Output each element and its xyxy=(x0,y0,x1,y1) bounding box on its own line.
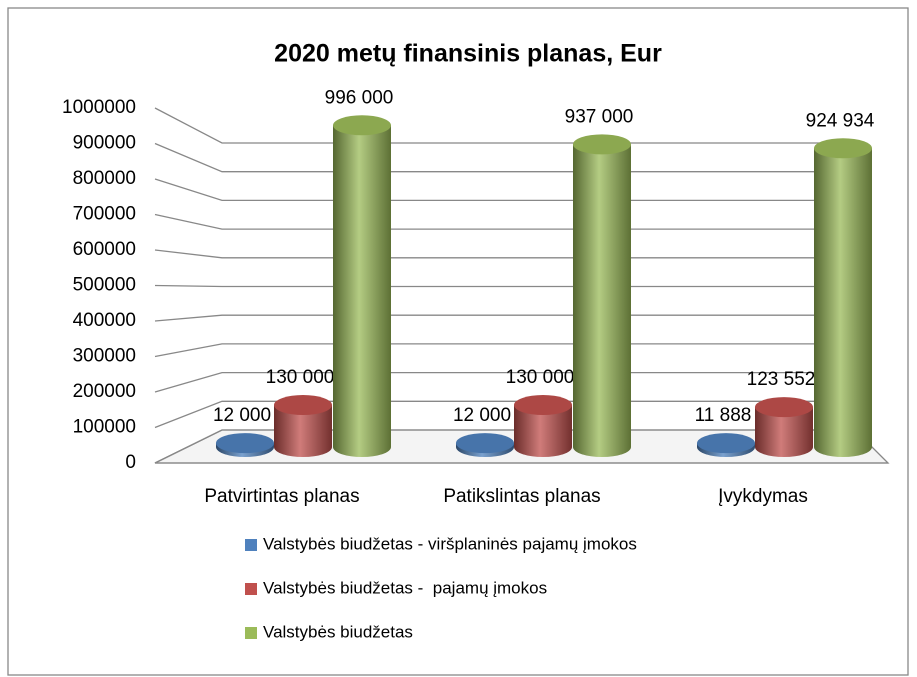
grid-line xyxy=(154,213,855,230)
chart-border xyxy=(7,7,909,676)
y-tick-label: 400000 xyxy=(73,310,136,331)
y-tick-label: 900000 xyxy=(73,133,136,154)
cylinder-top xyxy=(333,115,391,136)
cylinder xyxy=(333,125,391,458)
grid-line xyxy=(154,314,855,322)
data-label: 12 000 xyxy=(213,405,271,426)
data-label: 996 000 xyxy=(325,87,394,108)
legend-label: Valstybės biudžetas - viršplaninės pajam… xyxy=(263,534,637,553)
legend-swatch xyxy=(245,627,257,639)
y-tick-label: 700000 xyxy=(73,204,136,225)
legend-swatch xyxy=(245,583,257,595)
x-tick-label: Įvykdymas xyxy=(718,486,808,507)
cylinder-top xyxy=(456,433,514,454)
x-tick-label: Patikslintas planas xyxy=(443,486,600,507)
grid-line xyxy=(154,284,855,288)
y-tick-label: 500000 xyxy=(73,275,136,296)
grid-line xyxy=(154,400,855,429)
data-label: 123 552 xyxy=(747,369,816,390)
data-label: 12 000 xyxy=(453,405,511,426)
cylinder-top xyxy=(697,433,755,454)
y-tick-label: 100000 xyxy=(73,417,136,438)
data-label: 924 934 xyxy=(806,110,875,131)
cylinder xyxy=(814,148,872,457)
grid-line xyxy=(154,343,855,358)
y-tick-label: 800000 xyxy=(73,168,136,189)
cylinder xyxy=(514,405,572,457)
data-label: 130 000 xyxy=(266,367,335,388)
cylinder-top xyxy=(514,395,572,416)
grid-line xyxy=(154,142,855,173)
cylinder xyxy=(274,405,332,457)
cylinder-top xyxy=(216,433,274,454)
data-label: 937 000 xyxy=(565,106,634,127)
y-tick-label: 1000000 xyxy=(62,97,136,118)
data-label: 130 000 xyxy=(506,367,575,388)
y-tick-label: 600000 xyxy=(73,239,136,260)
y-tick-label: 0 xyxy=(125,452,136,473)
grid-line xyxy=(154,249,855,259)
cylinder xyxy=(573,144,631,457)
cylinder-top xyxy=(814,138,872,159)
cylinder-top xyxy=(573,134,631,155)
chart-title: 2020 metų finansinis planas, Eur xyxy=(274,40,662,68)
cylinder xyxy=(755,407,813,457)
data-label: 11 888 xyxy=(695,405,752,426)
grid-line xyxy=(154,429,855,464)
cylinder-top xyxy=(755,397,813,418)
grid-line xyxy=(154,371,855,393)
grid-line xyxy=(154,107,855,144)
legend-label: Valstybės biudžetas xyxy=(263,622,413,641)
y-tick-label: 200000 xyxy=(73,381,136,402)
x-tick-label: Patvirtintas planas xyxy=(204,486,359,507)
grid-line xyxy=(154,178,855,202)
cylinder-top xyxy=(274,395,332,416)
y-tick-label: 300000 xyxy=(73,346,136,367)
legend-swatch xyxy=(245,539,257,551)
legend-label: Valstybės biudžetas - pajamų įmokos xyxy=(263,578,547,597)
